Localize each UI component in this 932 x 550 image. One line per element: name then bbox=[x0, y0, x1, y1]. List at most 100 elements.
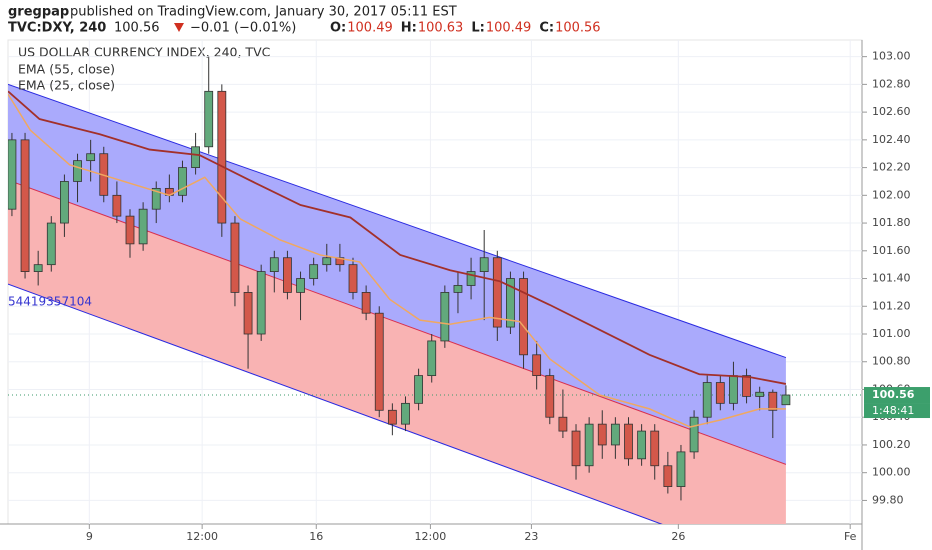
candle-body bbox=[584, 423, 594, 467]
candle-body bbox=[256, 271, 266, 335]
candle-body bbox=[506, 278, 515, 328]
chart-title: US DOLLAR CURRENCY INDEX, 240, TVC bbox=[18, 45, 271, 60]
ohlc-label: L: bbox=[471, 21, 484, 36]
countdown: 1:48:41 bbox=[872, 404, 914, 417]
symbol: TVC:DXY, 240 bbox=[8, 21, 106, 36]
y-tick-label: 102.80 bbox=[872, 77, 911, 90]
ema-line bbox=[8, 90, 787, 385]
channel-lower bbox=[8, 283, 663, 524]
x-tick-label: Fe bbox=[844, 530, 857, 543]
candle-body bbox=[715, 382, 725, 404]
candle-body bbox=[742, 375, 751, 397]
candle-body bbox=[230, 222, 240, 293]
candle-body bbox=[637, 430, 647, 460]
candle-body bbox=[414, 375, 424, 404]
candle-body bbox=[440, 292, 450, 342]
candle-body bbox=[663, 465, 673, 487]
candle-body bbox=[427, 340, 437, 377]
author: gregpap bbox=[8, 5, 69, 20]
candle-body bbox=[243, 292, 253, 335]
y-tick-label: 100.80 bbox=[872, 355, 911, 368]
candle-body bbox=[348, 264, 358, 293]
y-tick-label: 103.00 bbox=[872, 50, 911, 63]
candle-body bbox=[479, 257, 489, 272]
candle-body bbox=[20, 139, 30, 272]
last-price-box bbox=[864, 387, 930, 404]
candle-body bbox=[178, 167, 187, 196]
candle-body bbox=[296, 278, 305, 293]
candle-body bbox=[558, 416, 568, 432]
x-tick-label: 12:00 bbox=[415, 530, 447, 543]
candle-body bbox=[755, 391, 765, 397]
candle-body bbox=[283, 257, 292, 293]
header: gregpap published on TradingView.com, Ja… bbox=[8, 5, 601, 36]
candle-body bbox=[60, 181, 69, 224]
y-tick-label: 102.60 bbox=[872, 105, 911, 118]
candle-body bbox=[610, 423, 620, 446]
channel-middle bbox=[8, 179, 787, 465]
y-tick-label: 101.60 bbox=[872, 244, 911, 257]
ohlc-label: H: bbox=[401, 21, 417, 36]
candle-body bbox=[519, 278, 528, 356]
channel-upper-zone bbox=[8, 84, 786, 465]
candle-body bbox=[624, 423, 633, 460]
ohlc-label: C: bbox=[539, 21, 554, 36]
candle-body bbox=[676, 451, 686, 487]
x-tick-label: 16 bbox=[309, 530, 323, 543]
candle-body bbox=[151, 187, 161, 210]
candle-body bbox=[8, 139, 17, 210]
y-tick-label: 101.40 bbox=[872, 272, 911, 285]
candle-body bbox=[374, 312, 384, 411]
candle-body bbox=[571, 430, 581, 467]
change: −0.01 (−0.01%) bbox=[190, 21, 296, 36]
ohlc-value: 100.56 bbox=[555, 21, 601, 36]
candle-body bbox=[689, 416, 699, 453]
x-tick-label: 26 bbox=[671, 530, 685, 543]
x-tick-label: 9 bbox=[86, 530, 93, 543]
channel-upper bbox=[8, 83, 787, 359]
y-tick-label: 102.20 bbox=[872, 161, 911, 174]
candle-body bbox=[204, 90, 214, 148]
candle-body bbox=[46, 222, 56, 266]
candle-body bbox=[73, 160, 82, 182]
x-tick-label: 23 bbox=[524, 530, 538, 543]
channel-label: 54419357104 bbox=[8, 295, 92, 309]
candle-body bbox=[112, 194, 122, 217]
x-tick-label: 12:00 bbox=[186, 530, 218, 543]
candle-body bbox=[545, 375, 555, 418]
candle-body bbox=[138, 208, 148, 245]
plot-area: 54419357104 bbox=[8, 56, 862, 524]
y-tick-label: 102.40 bbox=[872, 133, 911, 146]
candle-body bbox=[492, 257, 502, 328]
candle-body bbox=[401, 402, 410, 425]
candle-body bbox=[466, 271, 476, 286]
candle-body bbox=[532, 354, 542, 377]
candle-body bbox=[650, 430, 660, 467]
candle-body bbox=[191, 146, 200, 168]
candle-body bbox=[309, 264, 319, 279]
last-price-label: 100.56 bbox=[872, 388, 915, 401]
candle-body bbox=[33, 264, 43, 272]
candle-body bbox=[361, 292, 371, 314]
candle-body bbox=[217, 90, 227, 224]
ohlc-label: O: bbox=[330, 21, 346, 36]
candle-body bbox=[322, 257, 332, 266]
candle-body bbox=[453, 285, 463, 293]
candle-body bbox=[269, 257, 279, 272]
legend-entry: EMA (55, close) bbox=[18, 62, 115, 77]
candle-body bbox=[781, 394, 791, 406]
candle-body bbox=[729, 375, 738, 404]
y-tick-label: 101.80 bbox=[872, 216, 911, 229]
ema-line bbox=[8, 93, 786, 428]
y-tick-label: 102.00 bbox=[872, 188, 911, 201]
ohlc-value: 100.63 bbox=[418, 21, 464, 36]
legend-entry: EMA (25, close) bbox=[18, 78, 115, 93]
y-tick-label: 100.20 bbox=[872, 438, 911, 451]
y-tick-label: 100.00 bbox=[872, 466, 911, 479]
y-tick-label: 101.00 bbox=[872, 327, 911, 340]
candle-body bbox=[86, 153, 96, 162]
candle-body bbox=[768, 391, 778, 411]
y-tick-label: 101.20 bbox=[872, 299, 911, 312]
countdown-box bbox=[864, 403, 930, 419]
